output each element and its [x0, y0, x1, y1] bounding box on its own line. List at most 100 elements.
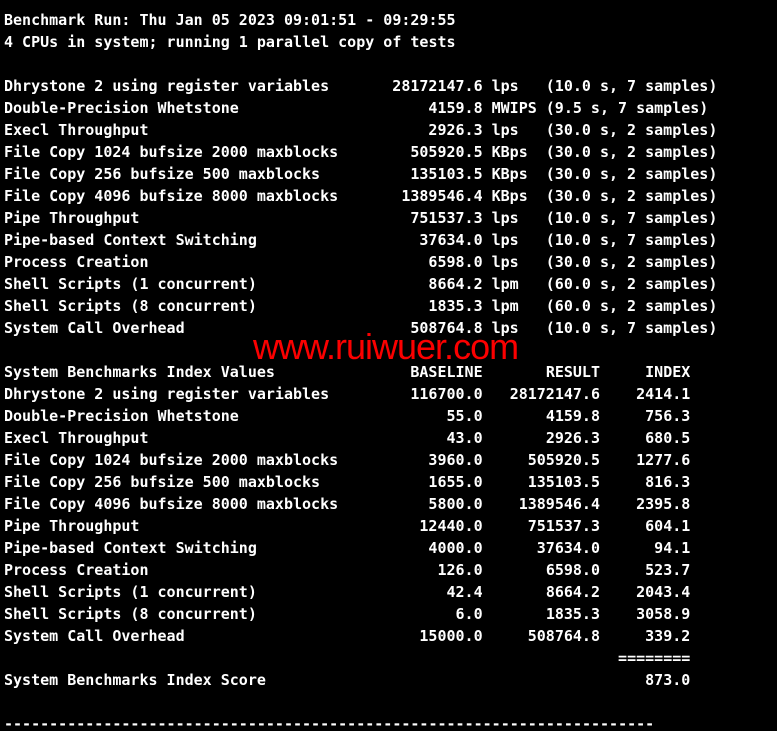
blank-line: [4, 53, 717, 75]
index-value: 2043.4: [636, 583, 691, 601]
baseline-value: 4000.0: [428, 539, 483, 557]
result-value: 508764.8: [527, 627, 600, 645]
result-row: Shell Scripts (8 concurrent) 1835.3 lpm (60…: [4, 295, 717, 317]
index-score-row: System Benchmarks Index Score 873.0: [4, 669, 717, 691]
terminal-output: ----------------------------------------…: [4, 0, 717, 731]
test-name: File Copy 1024 bufsize 2000 maxblocks: [4, 143, 339, 161]
test-value: 1389546.4: [401, 187, 483, 205]
test-name: Dhrystone 2 using register variables: [4, 385, 330, 403]
test-duration: (60.0 s, 2 samples): [545, 297, 718, 315]
test-name: Process Creation: [4, 561, 149, 579]
result-value: 4159.8: [545, 407, 600, 425]
index-value: 816.3: [645, 473, 691, 491]
index-value: 2395.8: [636, 495, 691, 513]
index-table-header: System Benchmarks Index Values BASELINE RE…: [4, 361, 717, 383]
baseline-value: 15000.0: [419, 627, 483, 645]
test-unit: lpm: [491, 297, 519, 315]
test-name: Double-Precision Whetstone: [4, 407, 239, 425]
test-duration: (10.0 s, 7 samples): [545, 231, 718, 249]
test-value: 37634.0: [419, 231, 483, 249]
test-value: 8664.2: [428, 275, 483, 293]
test-unit: lps: [491, 77, 519, 95]
index-row: Process Creation 126.0 6598.0 523.7: [4, 559, 717, 581]
score-label: System Benchmarks Index Score: [4, 671, 266, 689]
test-unit: KBps: [491, 187, 528, 205]
test-unit: KBps: [491, 143, 528, 161]
test-unit: lps: [491, 231, 519, 249]
test-name: File Copy 1024 bufsize 2000 maxblocks: [4, 451, 339, 469]
result-row: File Copy 4096 bufsize 8000 maxblocks 138…: [4, 185, 717, 207]
test-value: 4159.8: [428, 99, 483, 117]
baseline-value: 3960.0: [428, 451, 483, 469]
baseline-value: 116700.0: [410, 385, 483, 403]
baseline-value: 1655.0: [428, 473, 483, 491]
test-name: Pipe-based Context Switching: [4, 231, 257, 249]
test-duration: (30.0 s, 2 samples): [545, 253, 718, 271]
test-value: 508764.8: [410, 319, 483, 337]
test-value: 505920.5: [410, 143, 483, 161]
test-duration: (30.0 s, 2 samples): [545, 143, 718, 161]
index-total-rule: ========: [4, 647, 717, 669]
baseline-column-header: BASELINE: [410, 363, 483, 381]
test-duration: (10.0 s, 7 samples): [545, 77, 718, 95]
test-value: 135103.5: [410, 165, 483, 183]
index-value: 339.2: [645, 627, 691, 645]
test-value: 1835.3: [428, 297, 483, 315]
test-value: 28172147.6: [392, 77, 483, 95]
index-row: Shell Scripts (8 concurrent) 6.0 1835.3 305…: [4, 603, 717, 625]
index-value: 3058.9: [636, 605, 691, 623]
test-unit: lps: [491, 121, 519, 139]
test-duration: (9.5 s, 7 samples): [545, 99, 709, 117]
index-value: 604.1: [645, 517, 691, 535]
test-name: File Copy 4096 bufsize 8000 maxblocks: [4, 187, 339, 205]
test-name: Process Creation: [4, 253, 149, 271]
index-row: File Copy 256 bufsize 500 maxblocks 1655.…: [4, 471, 717, 493]
test-unit: KBps: [491, 165, 528, 183]
result-row: Dhrystone 2 using register variables 2817…: [4, 75, 717, 97]
baseline-value: 42.4: [446, 583, 483, 601]
test-name: Shell Scripts (8 concurrent): [4, 605, 257, 623]
result-column-header: RESULT: [545, 363, 600, 381]
result-value: 1835.3: [545, 605, 600, 623]
result-value: 28172147.6: [509, 385, 600, 403]
test-duration: (10.0 s, 7 samples): [545, 209, 718, 227]
result-value: 1389546.4: [518, 495, 600, 513]
test-unit: lps: [491, 253, 519, 271]
test-name: System Call Overhead: [4, 627, 185, 645]
index-row: File Copy 1024 bufsize 2000 maxblocks 396…: [4, 449, 717, 471]
separator-top: ----------------------------------------…: [4, 0, 717, 9]
test-name: Shell Scripts (1 concurrent): [4, 583, 257, 601]
test-name: Double-Precision Whetstone: [4, 99, 239, 117]
blank-line: [4, 339, 717, 361]
result-value: 37634.0: [536, 539, 600, 557]
index-value: 1277.6: [636, 451, 691, 469]
result-value: 6598.0: [545, 561, 600, 579]
benchmark-run-line: Benchmark Run: Thu Jan 05 2023 09:01:51 …: [4, 11, 456, 29]
test-name: Shell Scripts (8 concurrent): [4, 297, 257, 315]
test-name: Execl Throughput: [4, 429, 149, 447]
test-value: 2926.3: [428, 121, 483, 139]
result-row: Execl Throughput 2926.3 lps (30.0 s, 2 samp…: [4, 119, 717, 141]
result-value: 751537.3: [527, 517, 600, 535]
index-row: File Copy 4096 bufsize 8000 maxblocks 580…: [4, 493, 717, 515]
result-row: File Copy 1024 bufsize 2000 maxblocks 505…: [4, 141, 717, 163]
test-value: 751537.3: [410, 209, 483, 227]
index-rule: ========: [618, 649, 691, 667]
index-value: 94.1: [654, 539, 691, 557]
test-name: File Copy 256 bufsize 500 maxblocks: [4, 165, 321, 183]
baseline-value: 5800.0: [428, 495, 483, 513]
index-row: Shell Scripts (1 concurrent) 42.4 8664.2 20…: [4, 581, 717, 603]
index-column-header: INDEX: [645, 363, 691, 381]
baseline-value: 6.0: [455, 605, 483, 623]
test-name: Dhrystone 2 using register variables: [4, 77, 330, 95]
test-duration: (30.0 s, 2 samples): [545, 187, 718, 205]
test-name: File Copy 256 bufsize 500 maxblocks: [4, 473, 321, 491]
test-duration: (10.0 s, 7 samples): [545, 319, 718, 337]
result-row: Shell Scripts (1 concurrent) 8664.2 lpm (60…: [4, 273, 717, 295]
baseline-value: 43.0: [446, 429, 483, 447]
result-value: 505920.5: [527, 451, 600, 469]
baseline-value: 12440.0: [419, 517, 483, 535]
separator-bottom: ----------------------------------------…: [4, 715, 655, 731]
index-row: Pipe-based Context Switching 4000.0 37634.…: [4, 537, 717, 559]
